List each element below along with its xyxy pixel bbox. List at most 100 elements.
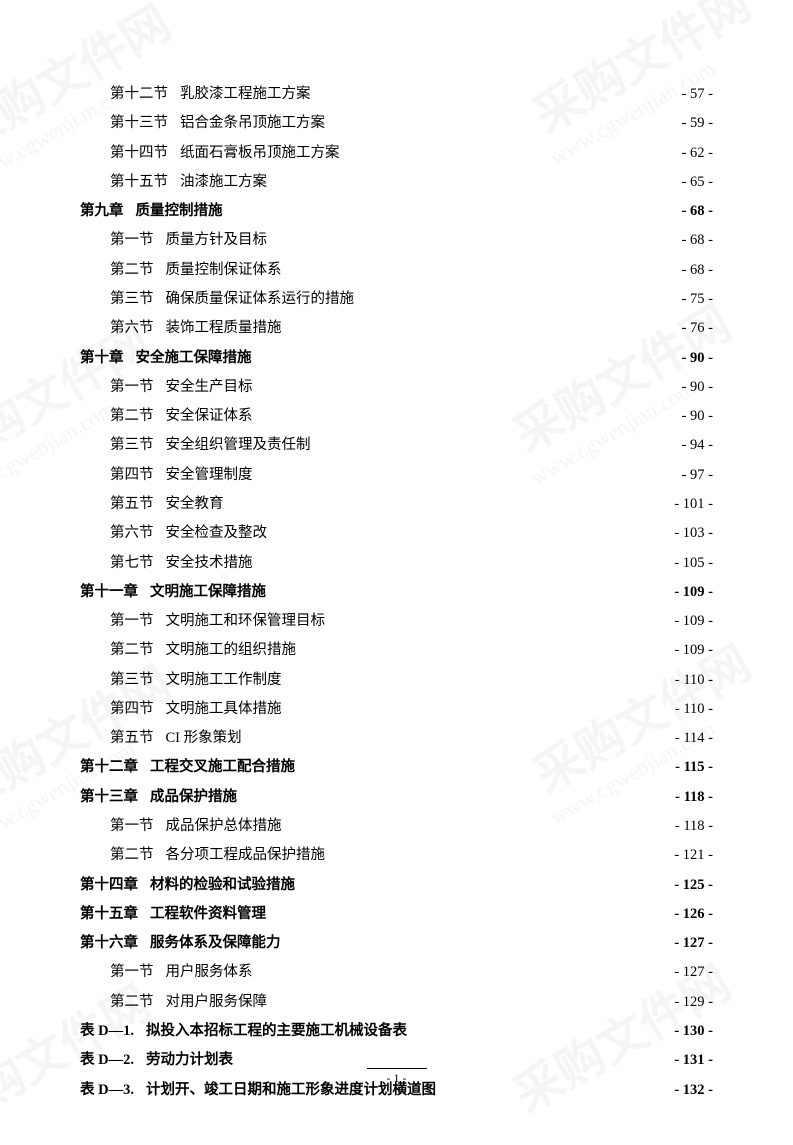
toc-page: - 90 - — [678, 373, 713, 402]
toc-title: CI 形象策划 — [154, 724, 242, 753]
toc-chapter-row: 第十四章材料的检验和试验措施- 125 - — [80, 871, 713, 900]
toc-title: 安全组织管理及责任制 — [154, 431, 311, 460]
toc-chapter-row: 第十一章文明施工保障措施- 109 - — [80, 578, 713, 607]
toc-label: 第十五章 — [80, 900, 138, 929]
toc-title: 文明施工和环保管理目标 — [154, 607, 326, 636]
toc-section-row: 第十三节铝合金条吊顶施工方案- 59 - — [80, 109, 713, 138]
toc-label: 第二节 — [80, 402, 154, 431]
toc-page: - 105 - — [670, 549, 713, 578]
toc-page: - 127 - — [670, 929, 713, 958]
toc-page: - 68 - — [678, 256, 713, 285]
toc-section-row: 第三节确保质量保证体系运行的措施- 75 - — [80, 285, 713, 314]
toc-chapter-row: 表 D—1.拟投入本招标工程的主要施工机械设备表- 130 - — [80, 1017, 713, 1046]
table-of-contents: 第十二节乳胶漆工程施工方案- 57 -第十三节铝合金条吊顶施工方案- 59 -第… — [80, 80, 713, 1105]
toc-title: 安全施工保障措施 — [124, 344, 252, 373]
toc-label: 第六节 — [80, 519, 154, 548]
toc-page: - 109 - — [670, 578, 713, 607]
toc-title: 质量方针及目标 — [154, 226, 268, 255]
toc-title: 拟投入本招标工程的主要施工机械设备表 — [134, 1017, 407, 1046]
toc-title: 安全保证体系 — [154, 402, 253, 431]
toc-title: 文明施工工作制度 — [154, 666, 282, 695]
toc-chapter-row: 第九章质量控制措施- 68 - — [80, 197, 713, 226]
toc-page: - 75 - — [678, 285, 713, 314]
toc-title: 铝合金条吊顶施工方案 — [168, 109, 325, 138]
toc-page: - 103 - — [670, 519, 713, 548]
toc-page: - 110 - — [671, 666, 713, 695]
toc-label: 表 D—3. — [80, 1076, 134, 1105]
toc-label: 第三节 — [80, 431, 154, 460]
toc-page: - 109 - — [670, 636, 713, 665]
toc-section-row: 第十五节油漆施工方案- 65 - — [80, 168, 713, 197]
toc-label: 第五节 — [80, 724, 154, 753]
toc-title: 计划开、竣工日期和施工形象进度计划横道图 — [134, 1076, 436, 1105]
toc-page: - 97 - — [678, 461, 713, 490]
toc-title: 用户服务体系 — [154, 958, 253, 987]
toc-label: 第二节 — [80, 256, 154, 285]
toc-chapter-row: 第十章安全施工保障措施 - 90 - — [80, 344, 713, 373]
toc-title: 安全生产目标 — [154, 373, 253, 402]
toc-section-row: 第四节安全管理制度 - 97 - — [80, 461, 713, 490]
toc-label: 第四节 — [80, 695, 154, 724]
toc-page: - 68 - — [678, 226, 713, 255]
toc-page: - 121 - — [670, 841, 713, 870]
toc-chapter-row: 第十二章工程交叉施工配合措施- 115 - — [80, 753, 713, 782]
toc-page: - 68 - — [678, 197, 713, 226]
toc-title: 各分项工程成品保护措施 — [154, 841, 326, 870]
toc-label: 第十章 — [80, 344, 124, 373]
toc-label: 第一节 — [80, 373, 154, 402]
toc-title: 文明施工的组织措施 — [154, 636, 297, 665]
toc-chapter-row: 表 D—3.计划开、竣工日期和施工形象进度计划横道图- 132 - — [80, 1076, 713, 1105]
toc-page: - 118 - — [671, 783, 713, 812]
toc-page: - 110 - — [671, 695, 713, 724]
toc-title: 安全管理制度 — [154, 461, 253, 490]
toc-label: 第十二节 — [80, 80, 168, 109]
toc-chapter-row: 第十三章成品保护措施 - 118 - — [80, 783, 713, 812]
toc-title: 确保质量保证体系运行的措施 — [154, 285, 355, 314]
toc-title: 对用户服务保障 — [154, 988, 268, 1017]
toc-section-row: 第二节文明施工的组织措施 - 109 - — [80, 636, 713, 665]
toc-page: - 130 - — [670, 1017, 713, 1046]
toc-title: 成品保护总体措施 — [154, 812, 282, 841]
toc-chapter-row: 第十五章工程软件资料管理- 126 - — [80, 900, 713, 929]
toc-label: 第二节 — [80, 988, 154, 1017]
toc-page: - 65 - — [678, 168, 713, 197]
toc-page: - 127 - — [670, 958, 713, 987]
toc-title: 成品保护措施 — [138, 783, 237, 812]
toc-section-row: 第一节质量方针及目标- 68 - — [80, 226, 713, 255]
toc-label: 第二节 — [80, 841, 154, 870]
toc-title: 工程交叉施工配合措施 — [138, 753, 295, 782]
toc-label: 第十三章 — [80, 783, 138, 812]
toc-page: - 109 - — [670, 607, 713, 636]
toc-page: - 90 - — [678, 344, 713, 373]
toc-chapter-row: 表 D—2.劳动力计划表- 131 - — [80, 1046, 713, 1075]
toc-title: 劳动力计划表 — [134, 1046, 233, 1075]
toc-title: 材料的检验和试验措施 — [138, 871, 295, 900]
toc-title: 乳胶漆工程施工方案 — [168, 80, 311, 109]
toc-section-row: 第十四节纸面石膏板吊顶施工方案- 62 - — [80, 139, 713, 168]
toc-label: 第十四节 — [80, 139, 168, 168]
toc-page: - 59 - — [678, 109, 713, 138]
toc-section-row: 第二节质量控制保证体系- 68 - — [80, 256, 713, 285]
toc-section-row: 第一节文明施工和环保管理目标- 109 - — [80, 607, 713, 636]
toc-page: - 114 - — [671, 724, 713, 753]
toc-title: 文明施工具体措施 — [154, 695, 282, 724]
toc-section-row: 第一节用户服务体系- 127 - — [80, 958, 713, 987]
toc-label: 第二节 — [80, 636, 154, 665]
toc-page: - 126 - — [670, 900, 713, 929]
toc-section-row: 第四节文明施工具体措施 - 110 - — [80, 695, 713, 724]
toc-label: 第七节 — [80, 549, 154, 578]
toc-title: 安全检查及整改 — [154, 519, 268, 548]
toc-label: 第五节 — [80, 490, 154, 519]
toc-title: 质量控制措施 — [124, 197, 223, 226]
toc-page: - 131 - — [670, 1046, 713, 1075]
toc-label: 第四节 — [80, 461, 154, 490]
toc-section-row: 第二节安全保证体系- 90 - — [80, 402, 713, 431]
toc-page: - 57 - — [678, 80, 713, 109]
toc-page: - 125 - — [670, 871, 713, 900]
toc-label: 第三节 — [80, 666, 154, 695]
toc-section-row: 第六节安全检查及整改 - 103 - — [80, 519, 713, 548]
toc-section-row: 第十二节乳胶漆工程施工方案 - 57 - — [80, 80, 713, 109]
toc-title: 油漆施工方案 — [168, 168, 267, 197]
toc-section-row: 第六节装饰工程质量措施- 76 - — [80, 314, 713, 343]
toc-section-row: 第七节安全技术措施- 105 - — [80, 549, 713, 578]
